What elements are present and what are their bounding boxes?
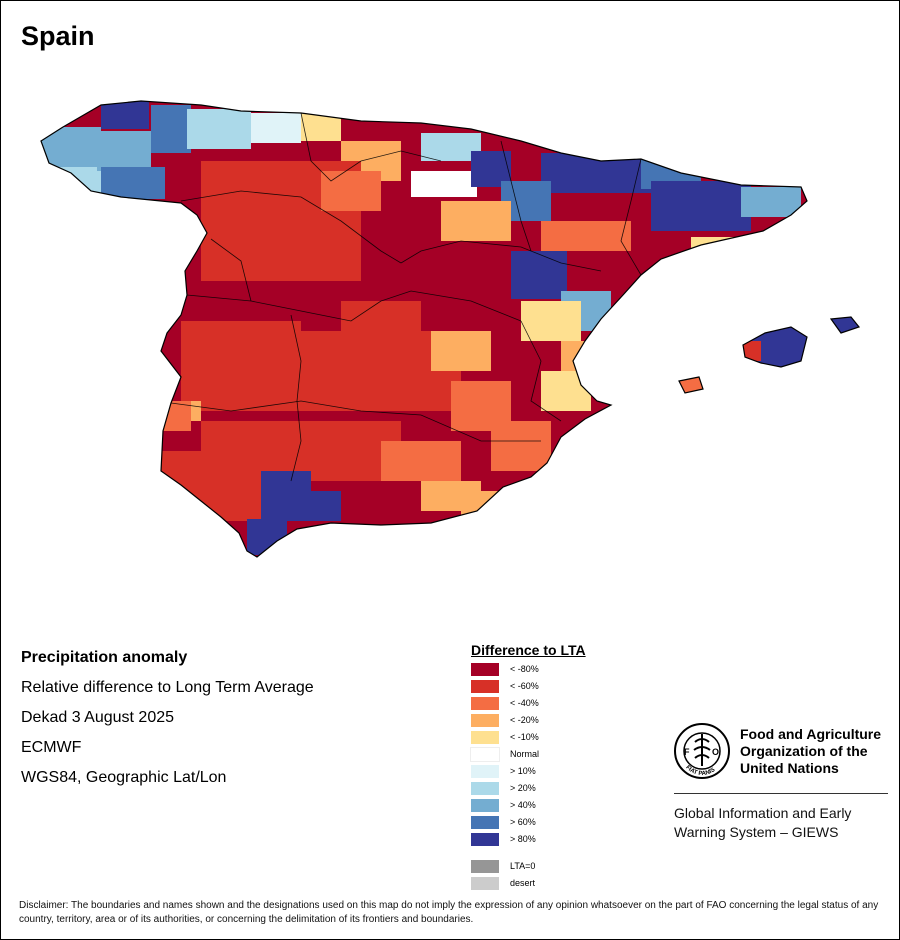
anomaly-cell-teruel <box>511 251 567 299</box>
svg-text:F: F <box>684 747 690 757</box>
legend-title: Difference to LTA <box>471 642 586 658</box>
legend-swatch <box>471 816 499 829</box>
fao-name-line: Organization of the <box>740 743 868 759</box>
legend-swatch <box>471 697 499 710</box>
legend-label: LTA=0 <box>510 861 536 871</box>
legend-label: Normal <box>510 749 540 759</box>
spain-outline <box>40 100 808 558</box>
legend-swatch <box>470 747 500 762</box>
region-boundary <box>620 158 642 276</box>
anomaly-cell-cantabria <box>251 113 301 143</box>
fao-organization-name: Food and Agriculture Organization of the… <box>740 726 899 777</box>
region-boundary <box>290 314 302 482</box>
region-boundary <box>180 190 402 264</box>
anomaly-cell-catalonia-c <box>651 181 751 231</box>
anomaly-cell-catalonia-coast <box>691 237 741 257</box>
region-boundary <box>186 290 522 322</box>
legend-swatch <box>471 833 499 846</box>
region-boundary <box>520 320 562 422</box>
legend-label: desert <box>510 878 536 888</box>
legend-swatch <box>471 731 499 744</box>
legend-label: > 80% <box>510 834 536 844</box>
region-boundary <box>500 140 532 252</box>
legend-label: < -80% <box>510 664 539 674</box>
info-heading: Precipitation anomaly <box>21 649 188 666</box>
ibiza-outline <box>678 376 704 394</box>
legend-label: < -40% <box>510 698 539 708</box>
anomaly-cell-galicia-c <box>97 131 151 171</box>
region-boundary <box>210 238 252 302</box>
menorca-outline <box>829 316 861 334</box>
anomaly-cell-alicante <box>541 371 591 411</box>
legend-swatch <box>471 680 499 693</box>
fao-name-line: United Nations <box>740 760 839 776</box>
anomaly-cell-ebro-valley <box>541 221 631 251</box>
anomaly-cell-galicia-nw <box>41 127 101 167</box>
info-period: Dekad 3 August 2025 <box>21 709 175 726</box>
fao-divider <box>674 793 888 794</box>
legend-label: < -60% <box>510 681 539 691</box>
region-boundary <box>170 400 541 442</box>
mallorca-w-fill <box>743 341 761 361</box>
legend-swatch <box>471 714 499 727</box>
legend-swatch <box>471 860 499 873</box>
legend-label: > 10% <box>510 766 536 776</box>
anomaly-cell-huelva <box>161 401 191 431</box>
giews-name: Global Information and Early Warning Sys… <box>674 804 894 842</box>
info-subtitle: Relative difference to Long Term Average <box>21 679 314 696</box>
region-boundary <box>300 112 442 182</box>
anomaly-cell-galicia-w <box>51 167 101 197</box>
anomaly-cell-asturias-w <box>151 105 191 153</box>
anomaly-cell-malaga <box>301 491 341 521</box>
legend-label: < -20% <box>510 715 539 725</box>
legend-label: > 40% <box>510 800 536 810</box>
anomaly-cell-navarra-s <box>411 171 477 197</box>
info-projection: WGS84, Geographic Lat/Lon <box>21 769 227 786</box>
map-title: Spain <box>21 21 95 51</box>
anomaly-cell-galicia-s <box>101 167 165 199</box>
info-source: ECMWF <box>21 739 82 756</box>
anomaly-cell-galicia-n <box>101 101 149 129</box>
anomaly-cell-andalusia-e <box>381 441 461 481</box>
legend-swatch <box>471 765 499 778</box>
anomaly-cell-castellon <box>521 301 581 341</box>
fao-logo-icon: F O FIAT PANIS <box>674 723 730 779</box>
anomaly-cell-cuenca <box>431 331 491 371</box>
anomaly-cell-extremadura <box>181 321 301 411</box>
disclaimer: Disclaimer: The boundaries and names sho… <box>19 900 879 925</box>
legend-swatch <box>471 782 499 795</box>
anomaly-cell-almeria <box>461 491 501 521</box>
anomaly-cell-catalonia-e <box>741 187 801 217</box>
fao-name-line: Food and Agriculture <box>740 726 882 742</box>
legend-label: > 20% <box>510 783 536 793</box>
svg-text:O: O <box>712 747 719 757</box>
legend-swatch <box>471 799 499 812</box>
giews-line: Global Information and Early <box>674 805 852 821</box>
legend-label: < -10% <box>510 732 539 742</box>
map-base-fill <box>41 101 807 557</box>
anomaly-cell-aragon-c <box>441 201 511 241</box>
legend-swatch <box>471 663 499 676</box>
anomaly-cell-albacete <box>451 381 511 431</box>
anomaly-cell-asturias <box>187 109 251 149</box>
legend-label: > 60% <box>510 817 536 827</box>
ibiza-fill <box>679 377 703 393</box>
mallorca-outline <box>742 326 808 368</box>
legend-swatch <box>471 877 499 890</box>
giews-line: Warning System – GIEWS <box>674 824 839 840</box>
anomaly-cell-sevilla <box>161 451 261 521</box>
region-boundary <box>400 240 602 272</box>
precipitation-map <box>40 100 861 558</box>
anomaly-cell-burgos <box>321 171 381 211</box>
